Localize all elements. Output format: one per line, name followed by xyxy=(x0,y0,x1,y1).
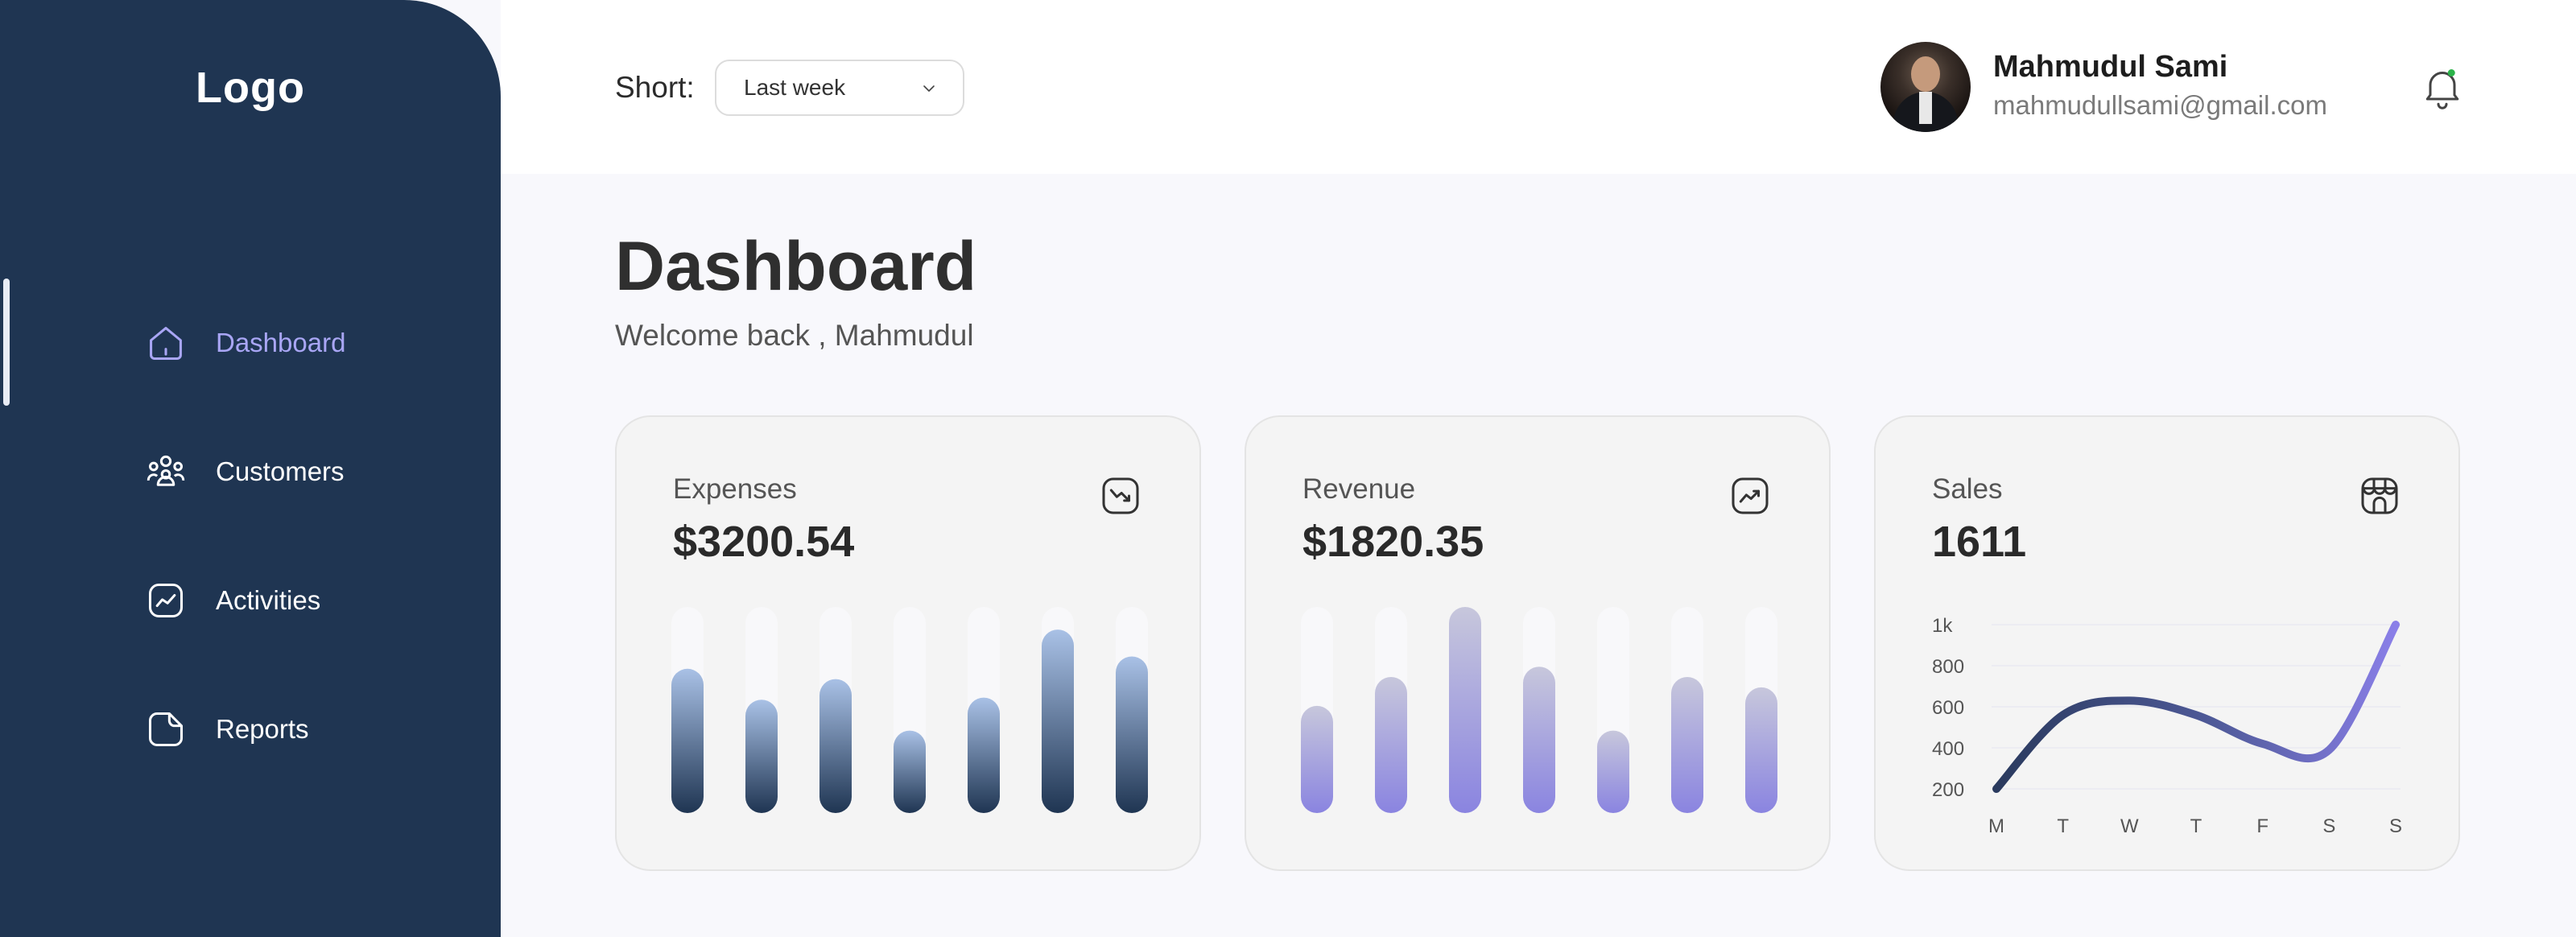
sidebar-item-label: Customers xyxy=(216,456,345,486)
users-icon xyxy=(143,449,188,494)
sort-dropdown-value: Last week xyxy=(744,75,846,100)
trend-up-icon[interactable] xyxy=(1728,473,1773,518)
card-value: $3200.54 xyxy=(673,518,855,566)
expenses-bar[interactable] xyxy=(1042,629,1074,813)
x-tick-label: S xyxy=(2322,815,2335,837)
top-header: Short: Last week Mahmudul Sami mahmudull… xyxy=(501,0,2576,174)
sidebar: Logo Dashboard Customers xyxy=(0,0,501,937)
x-tick-label: M xyxy=(1988,815,2004,837)
revenue-bar-chart xyxy=(1301,607,1777,813)
x-tick-label: W xyxy=(2120,815,2139,837)
sort-dropdown[interactable]: Last week xyxy=(715,60,964,116)
y-tick-label: 800 xyxy=(1932,656,1964,678)
revenue-bar[interactable] xyxy=(1523,667,1555,813)
sort-label: Short: xyxy=(615,71,695,104)
expenses-bar[interactable] xyxy=(894,730,926,813)
y-tick-label: 600 xyxy=(1932,697,1964,719)
chevron-down-icon xyxy=(919,79,939,102)
home-icon xyxy=(143,320,188,365)
page-title: Dashboard xyxy=(615,228,977,305)
card-value: 1611 xyxy=(1932,518,2027,566)
expenses-card: Expenses $3200.54 xyxy=(615,415,1201,871)
expenses-bar[interactable] xyxy=(1116,656,1148,813)
y-tick-label: 200 xyxy=(1932,779,1964,801)
card-value: $1820.35 xyxy=(1302,518,1484,566)
x-tick-label: F xyxy=(2256,815,2268,837)
user-name: Mahmudul Sami xyxy=(1993,50,2228,84)
revenue-bar[interactable] xyxy=(1745,687,1777,813)
sidebar-item-label: Dashboard xyxy=(216,328,346,357)
active-nav-indicator xyxy=(3,279,10,406)
sales-line[interactable] xyxy=(1992,621,2400,793)
expenses-bar[interactable] xyxy=(819,679,852,813)
sales-card: Sales 1611 1k 800 600 400 200 M T W T F S S xyxy=(1874,415,2460,871)
y-tick-label: 1k xyxy=(1932,615,1953,637)
expenses-bar[interactable] xyxy=(968,697,1000,813)
logo[interactable]: Logo xyxy=(196,64,305,112)
revenue-bar[interactable] xyxy=(1671,677,1703,813)
x-tick-label: T xyxy=(2190,815,2202,837)
revenue-bar[interactable] xyxy=(1375,677,1407,813)
y-tick-label: 400 xyxy=(1932,738,1964,760)
sidebar-item-customers[interactable]: Customers xyxy=(143,448,345,496)
revenue-bar[interactable] xyxy=(1597,730,1629,813)
revenue-bar[interactable] xyxy=(1449,607,1481,813)
sidebar-item-label: Activities xyxy=(216,585,321,615)
revenue-card: Revenue $1820.35 xyxy=(1245,415,1831,871)
x-tick-label: S xyxy=(2389,815,2402,837)
user-email: mahmudullsami@gmail.com xyxy=(1993,90,2327,120)
report-icon xyxy=(143,707,188,752)
sidebar-item-activities[interactable]: Activities xyxy=(143,576,320,625)
sidebar-item-dashboard[interactable]: Dashboard xyxy=(143,319,345,367)
activity-icon xyxy=(143,578,188,623)
sidebar-item-reports[interactable]: Reports xyxy=(143,705,309,753)
store-icon[interactable] xyxy=(2357,473,2402,518)
sales-line-chart: 1k 800 600 400 200 M T W T F S S xyxy=(1932,615,2402,837)
notification-bell-icon[interactable] xyxy=(2418,63,2467,111)
expenses-bar[interactable] xyxy=(671,668,704,813)
x-tick-label: T xyxy=(2057,815,2069,837)
avatar[interactable] xyxy=(1880,42,1971,132)
revenue-bar[interactable] xyxy=(1301,705,1333,813)
expenses-bar-chart xyxy=(671,607,1148,813)
card-title: Expenses xyxy=(673,473,797,505)
expenses-bar[interactable] xyxy=(745,700,778,813)
card-title: Sales xyxy=(1932,473,2003,505)
card-title: Revenue xyxy=(1302,473,1416,505)
trend-down-icon[interactable] xyxy=(1098,473,1143,518)
sidebar-item-label: Reports xyxy=(216,714,309,744)
page-subtitle: Welcome back , Mahmudul xyxy=(615,319,974,352)
